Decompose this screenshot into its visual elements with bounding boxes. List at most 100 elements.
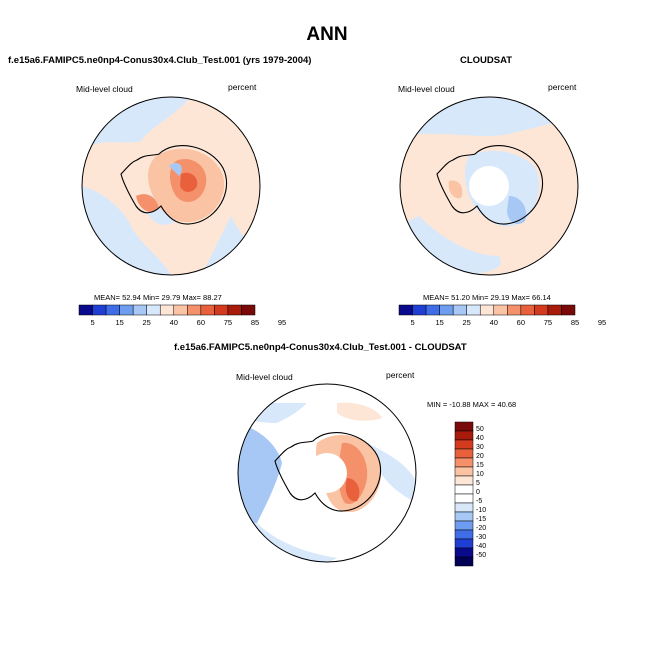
diff-colorbar-tick-label: 50 (476, 426, 484, 433)
obs-colorbar-swatch (452, 304, 467, 316)
model-colorbar (78, 304, 256, 316)
diff-interior-core (345, 478, 360, 502)
model-colorbar-swatch (146, 304, 161, 316)
model-units-label: percent (228, 82, 257, 92)
diff-polar-map (237, 383, 417, 563)
obs-colorbar-swatch (479, 304, 495, 316)
diff-colorbar-swatch (454, 502, 474, 513)
obs-colorbar-tick-label: 95 (597, 318, 607, 327)
model-colorbar-swatch (132, 304, 147, 316)
diff-colorbar-swatch (454, 556, 474, 567)
diff-colorbar-swatch (454, 547, 474, 558)
diff-stats: MIN = -10.88 MAX = 40.68 (427, 400, 517, 409)
obs-colorbar-swatch (507, 304, 522, 316)
obs-colorbar-tick-label: 40 (489, 318, 498, 327)
diff-colorbar-swatch (454, 520, 474, 531)
obs-colorbar-swatch (520, 304, 535, 316)
obs-colorbar-swatch (398, 304, 413, 316)
obs-colorbar-swatch (493, 304, 508, 316)
diff-colorbar-swatch (454, 430, 474, 441)
obs-colorbar-swatch (561, 304, 576, 316)
diff-colorbar-swatch (454, 538, 474, 549)
model-colorbar-swatch (214, 304, 229, 316)
diff-colorbar-tick-label: 30 (476, 444, 484, 451)
diff-colorbar-tick-label: -10 (476, 507, 487, 514)
model-colorbar-tick-label: 40 (169, 318, 178, 327)
obs-units-label: percent (548, 82, 577, 92)
diff-colorbar-tick-label: -50 (476, 552, 487, 559)
diff-colorbar-tick-label: 15 (476, 462, 484, 469)
obs-panel-title: CLOUDSAT (460, 55, 513, 66)
diff-blue-region-west (238, 423, 282, 523)
model-colorbar-swatch (200, 304, 215, 316)
obs-colorbar-ticks: 5 15 25 40 60 75 85 95 (399, 318, 606, 328)
model-peninsula-red (136, 194, 159, 212)
obs-stats: MEAN= 51.20 Min= 29.19 Max= 66.14 (423, 293, 551, 302)
diff-units-label: percent (386, 370, 415, 380)
diff-peach-region-north (337, 402, 382, 421)
diff-colorbar-tick-label: -15 (476, 516, 487, 523)
diff-colorbar-swatch (454, 529, 474, 540)
diff-colorbar-swatch (454, 466, 474, 477)
obs-polar-hole (469, 166, 509, 206)
diff-panel-title: f.e15a6.FAMIPC5.ne0np4-Conus30x4.Club_Te… (174, 342, 467, 353)
diff-colorbar-tick-label: 40 (476, 435, 484, 442)
obs-colorbar-swatch (425, 304, 440, 316)
model-antarctica-outline (120, 145, 228, 225)
model-colorbar-ticks: 5 15 25 40 60 75 85 95 (79, 318, 286, 328)
obs-antarctica-outline (436, 145, 544, 225)
obs-variable-label: Mid-level cloud (398, 84, 455, 94)
model-colorbar-tick-label: 95 (277, 318, 287, 327)
obs-colorbar-tick-label: 25 (462, 318, 471, 327)
model-colorbar-swatch (227, 304, 242, 316)
diff-blue-region-east (367, 443, 416, 503)
diff-colorbar-swatch (454, 421, 474, 432)
model-colorbar-tick-label: 25 (142, 318, 151, 327)
model-interior-core (180, 172, 198, 192)
diff-map-border (237, 383, 417, 563)
diff-colorbar-swatch (454, 457, 474, 468)
diff-colorbar-swatch (454, 493, 474, 504)
diff-colorbar-tick-label: 20 (476, 453, 484, 460)
model-variable-label: Mid-level cloud (76, 84, 133, 94)
diff-colorbar-tick-label: -30 (476, 534, 487, 541)
obs-colorbar-swatch (466, 304, 481, 316)
model-colorbar-swatch (105, 304, 120, 316)
obs-interior-mid-blue (507, 196, 527, 224)
model-stats: MEAN= 52.94 Min= 29.79 Max= 88.27 (94, 293, 222, 302)
diff-colorbar-tick-label: -20 (476, 525, 487, 532)
diff-interior-mid-red (338, 442, 368, 504)
diff-colorbar-ticks: 50 40 30 20 15 10 5 0 -5 -10 -15 -20 -30 -40 -50 (476, 422, 506, 566)
diff-colorbar-tick-label: 0 (476, 489, 480, 496)
model-colorbar-swatch (92, 304, 107, 316)
model-colorbar-tick-label: 85 (250, 318, 260, 327)
model-colorbar-tick-label: 5 (90, 318, 95, 327)
obs-colorbar-swatch (412, 304, 427, 316)
diff-antarctica-outline (274, 432, 382, 512)
obs-colorbar-swatch (547, 304, 562, 316)
diff-colorbar-swatch (454, 475, 474, 486)
obs-colorbar-tick-label: 15 (435, 318, 444, 327)
model-colorbar-swatch (241, 304, 256, 316)
diff-colorbar-swatch (454, 448, 474, 459)
model-colorbar-swatch (119, 304, 134, 316)
obs-map-border (399, 96, 579, 276)
obs-colorbar-tick-label: 85 (570, 318, 580, 327)
diff-colorbar-tick-label: 5 (476, 480, 480, 487)
model-map-border (81, 96, 261, 276)
diff-variable-label: Mid-level cloud (236, 372, 293, 382)
obs-peninsula-peach (448, 180, 463, 199)
diff-colorbar-swatch (454, 439, 474, 450)
diff-colorbar-tick-label: -40 (476, 543, 487, 550)
obs-colorbar-swatch (439, 304, 454, 316)
figure-title: ANN (306, 24, 348, 45)
model-colorbar-tick-label: 15 (115, 318, 124, 327)
obs-colorbar-tick-label: 60 (516, 318, 526, 327)
diff-colorbar-swatch (454, 484, 474, 495)
obs-colorbar-tick-label: 75 (543, 318, 553, 327)
model-polar-map (81, 96, 261, 276)
diff-colorbar (454, 421, 474, 567)
obs-polar-map (399, 96, 579, 276)
diff-polar-hole (307, 453, 347, 493)
obs-colorbar (398, 304, 576, 316)
